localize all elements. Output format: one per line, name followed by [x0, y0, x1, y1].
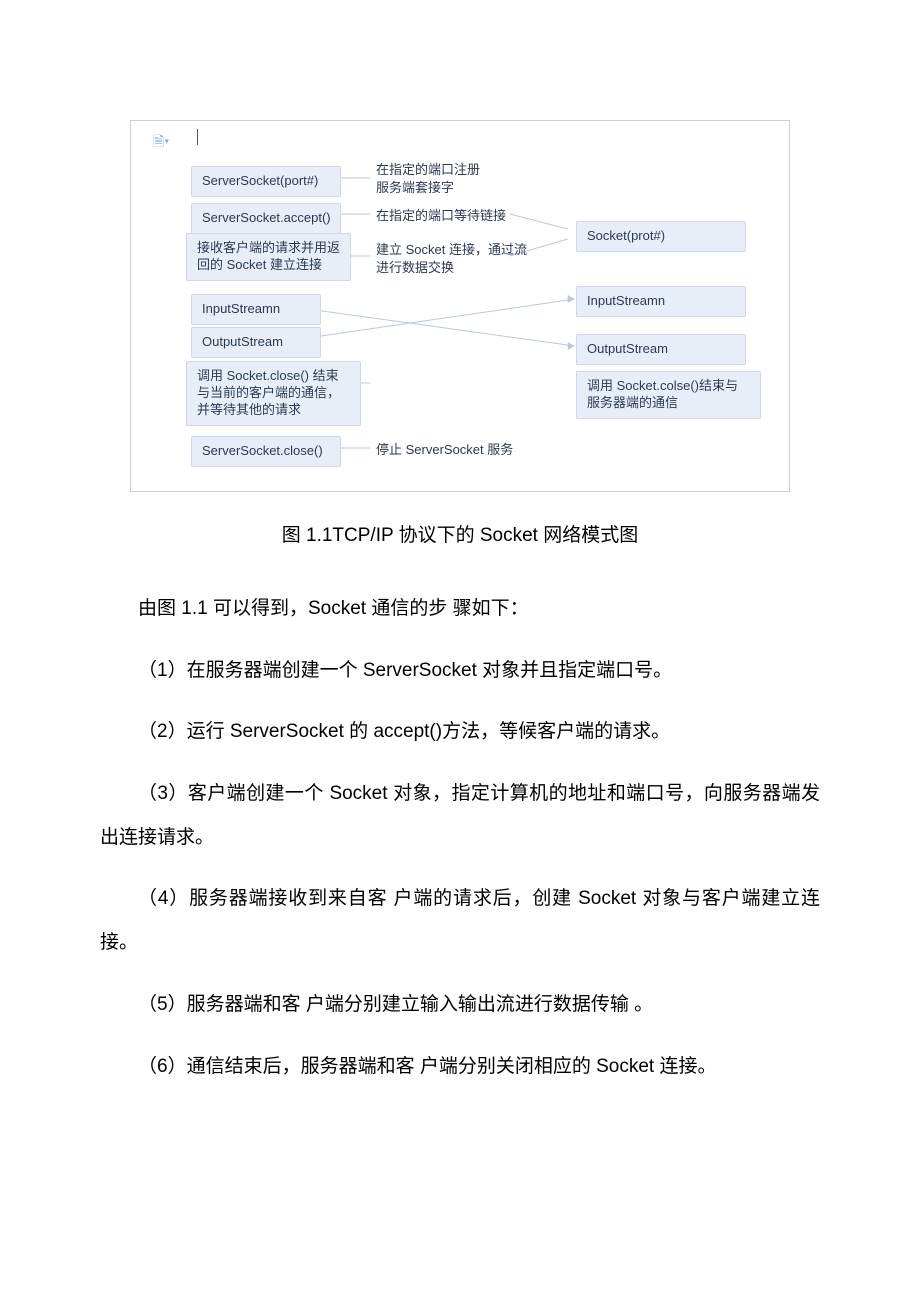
document-page: 🗎▾ ServerSocket(port#) ServerSocket.acce…: [0, 0, 920, 1166]
step-4: （4）服务器端接收到来自客 户端的请求后，创建 Socket 对象与客户端建立连…: [100, 877, 820, 964]
label-establish-socket: 建立 Socket 连接，通过流进行数据交换: [376, 241, 536, 276]
step-2: （2）运行 ServerSocket 的 accept()方法，等候客户端的请求…: [100, 710, 820, 754]
node-client-inputstream: InputStreamn: [576, 286, 746, 317]
node-client-outputstream: OutputStream: [576, 334, 746, 365]
cursor-mark: [197, 129, 198, 145]
node-server-outputstream: OutputStream: [191, 327, 321, 358]
step-1: （1）在服务器端创建一个 ServerSocket 对象并且指定端口号。: [100, 649, 820, 693]
step-3: （3）客户端创建一个 Socket 对象，指定计算机的地址和端口号，向服务器端发…: [100, 772, 820, 859]
figure-caption: 图 1.1TCP/IP 协议下的 Socket 网络模式图: [100, 520, 820, 547]
intro-paragraph: 由图 1.1 可以得到，Socket 通信的步 骤如下：: [100, 587, 820, 631]
node-server-inputstream: InputStreamn: [191, 294, 321, 325]
node-accept-desc: 接收客户端的请求并用返回的 Socket 建立连接: [186, 233, 351, 281]
node-socket-close: 调用 Socket.close() 结束与当前的客户端的通信，并等待其他的请求: [186, 361, 361, 426]
node-client-close: 调用 Socket.colse()结束与服务器端的通信: [576, 371, 761, 419]
socket-diagram: 🗎▾ ServerSocket(port#) ServerSocket.acce…: [130, 120, 790, 492]
step-6: （6）通信结束后，服务器端和客 户端分别关闭相应的 Socket 连接。: [100, 1045, 820, 1089]
node-socket-ctor: Socket(prot#): [576, 221, 746, 252]
node-serversocket-close: ServerSocket.close(): [191, 436, 341, 467]
label-wait-conn: 在指定的端口等待链接: [376, 207, 526, 225]
page-icon: 🗎▾: [153, 131, 169, 155]
step-5: （5）服务器端和客 户端分别建立输入输出流进行数据传输 。: [100, 983, 820, 1027]
node-serversocket-accept: ServerSocket.accept(): [191, 203, 341, 234]
label-register-port: 在指定的端口注册 服务端套接字: [376, 161, 516, 196]
label-stop-service: 停止 ServerSocket 服务: [376, 441, 536, 459]
node-serversocket-ctor: ServerSocket(port#): [191, 166, 341, 197]
